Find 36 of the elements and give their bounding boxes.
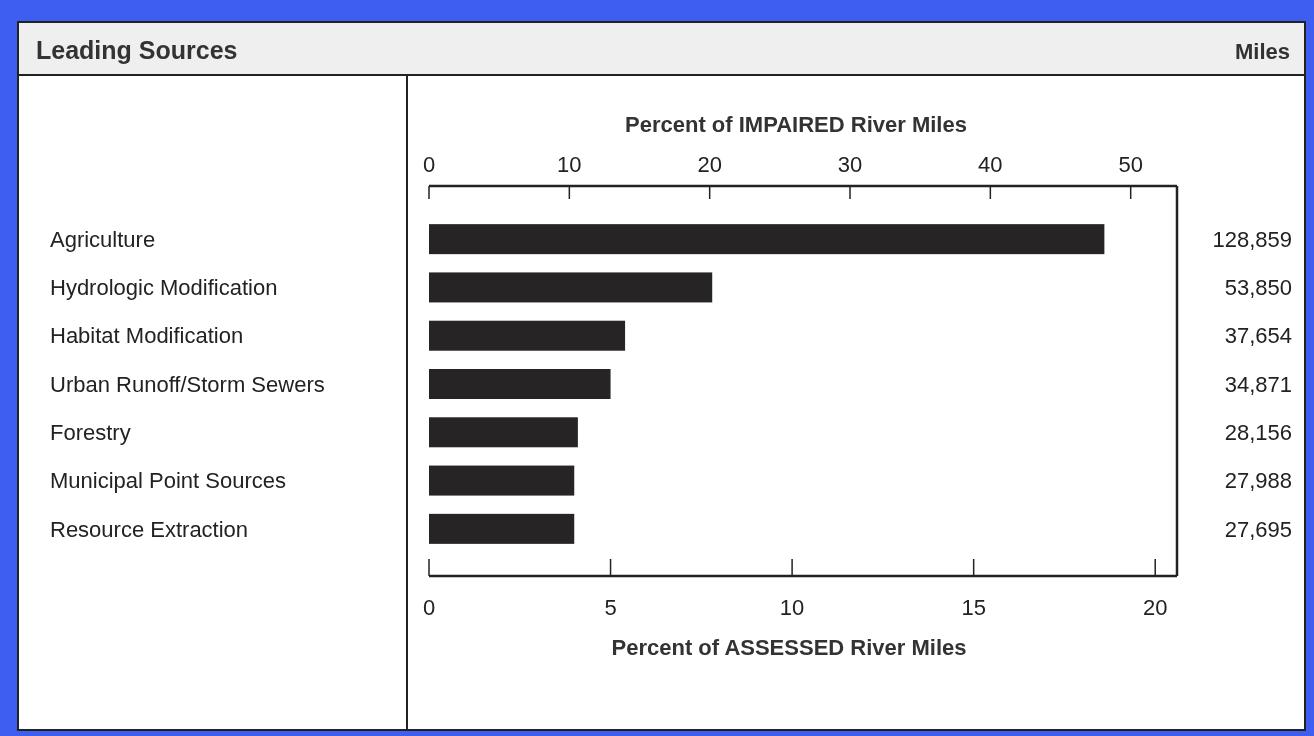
bar [429, 272, 713, 303]
x-tick-label: 10 [779, 595, 805, 620]
y-tick-label: Habitat Modification [50, 323, 244, 349]
text: 37,654 [1224, 323, 1292, 349]
x2-tick-label: 30 [837, 152, 863, 177]
x-tick-label: 20 [1142, 595, 1168, 620]
y-tick-label: Resource Extraction [50, 516, 249, 542]
y-tick-label: Hydrologic Modification [50, 275, 278, 301]
y-tick-label: Agriculture [50, 226, 156, 252]
y-tick-label: Forestry [50, 419, 131, 445]
bar [429, 369, 611, 399]
bar [429, 224, 1105, 255]
text: 27,695 [1224, 516, 1292, 542]
x-tick-label: 0 [422, 595, 436, 620]
x-tick-label: 15 [961, 595, 986, 620]
text: 27,988 [1224, 468, 1292, 494]
x2-axis-title: Percent of IMPAIRED River Miles [625, 112, 967, 137]
bar [429, 513, 575, 544]
x2-tick-label: 20 [697, 152, 722, 177]
text: Leading Sources [36, 36, 238, 64]
text: 28,156 [1224, 419, 1292, 445]
text: 53,850 [1224, 275, 1292, 301]
x2-tick-label: 10 [557, 152, 582, 177]
bar [429, 465, 575, 496]
y-tick-label: Municipal Point Sources [50, 468, 287, 494]
x2-tick-label: 40 [978, 152, 1003, 177]
bar [429, 320, 626, 351]
x2-tick-label: 0 [422, 152, 436, 177]
bar [429, 417, 578, 448]
y-tick-label: Urban Runoff/Storm Sewers [50, 371, 325, 397]
text: Miles [1234, 39, 1290, 64]
x-tick-label: 5 [604, 595, 617, 620]
x2-tick-label: 50 [1118, 152, 1143, 177]
text: 128,859 [1212, 226, 1292, 252]
x-axis-title: Percent of ASSESSED River Miles [611, 635, 967, 660]
text: 34,871 [1224, 371, 1292, 397]
